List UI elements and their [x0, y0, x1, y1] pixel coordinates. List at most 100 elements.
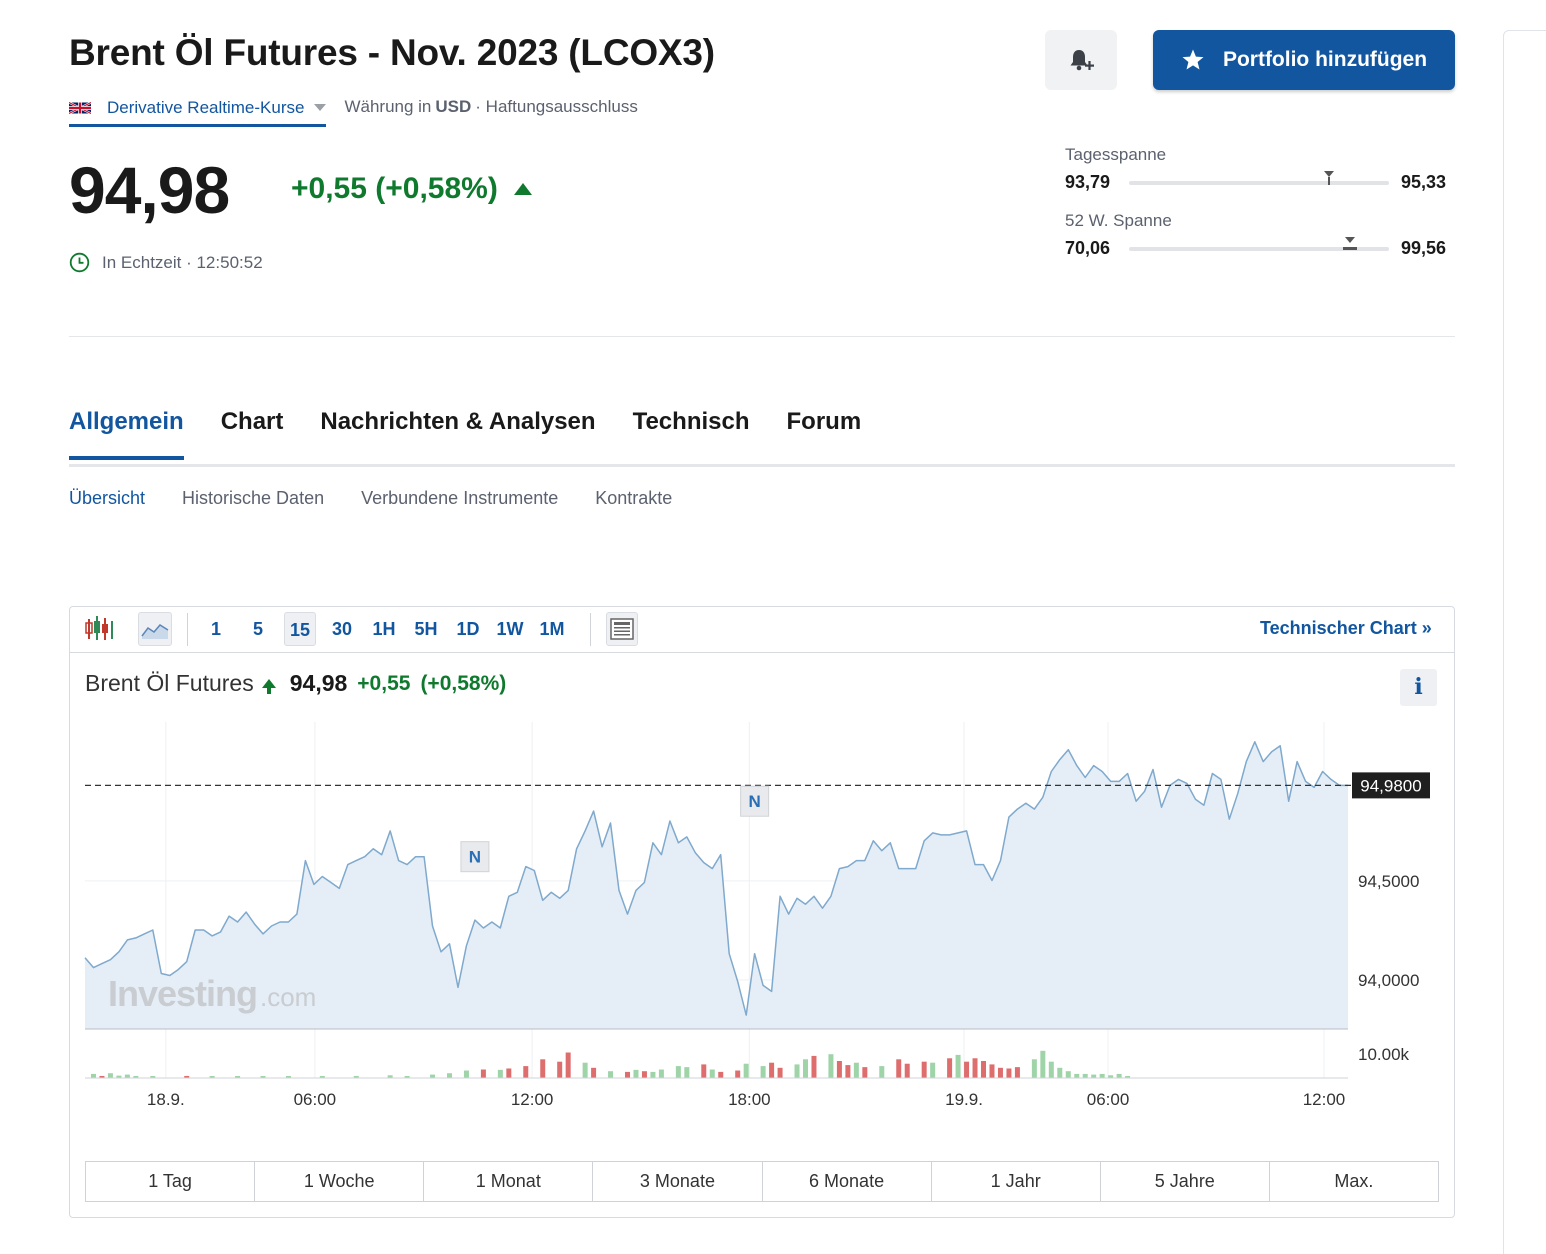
volume-bar	[565, 1052, 571, 1078]
volume-bar	[184, 1075, 190, 1078]
timeframe-5[interactable]: 5	[252, 619, 263, 639]
day-range-marker	[1323, 171, 1335, 190]
tab-chart[interactable]: Chart	[220, 408, 284, 435]
x-tick-label: 19.9.	[945, 1090, 983, 1109]
volume-bar	[921, 1061, 927, 1078]
timeframe-30[interactable]: 30	[331, 619, 353, 639]
volume-bar	[650, 1071, 656, 1078]
price-change: +0,55 (+0,58%)	[291, 172, 532, 206]
subtab-historische-daten[interactable]: Historische Daten	[182, 488, 325, 508]
week52-range-low: 70,06	[1065, 238, 1111, 258]
realtime-selector[interactable]: Derivative Realtime-Kurse	[69, 98, 327, 127]
toolbar-divider	[187, 613, 188, 646]
range-1-woche[interactable]: 1 Woche	[255, 1162, 425, 1201]
news-marker-label: N	[749, 792, 761, 811]
timeframe-15[interactable]: 15	[284, 612, 316, 646]
week52-range-label: 52 W. Spanne	[1065, 211, 1172, 230]
timeframe-1m[interactable]: 1M	[539, 619, 565, 639]
price-chart[interactable]: 94,9800 94,0000 94,5000 10.00k 18.9. 06:00 12:…	[70, 710, 1454, 1120]
volume-bar	[836, 1061, 842, 1078]
day-range-high: 95,33	[1401, 172, 1447, 192]
chevron-down-icon	[314, 104, 327, 111]
timeframe-1[interactable]: 1	[210, 619, 221, 639]
add-to-portfolio-button[interactable]: Portfolio hinzufügen	[1153, 30, 1455, 90]
add-alert-button[interactable]	[1045, 30, 1117, 90]
disclaimer-link[interactable]: · Haftungsausschluss	[475, 97, 638, 116]
tab-allgemein[interactable]: Allgemein	[69, 408, 184, 460]
timeframe-5h[interactable]: 5H	[414, 619, 438, 639]
day-range-bar	[1129, 181, 1389, 185]
range-5-jahre[interactable]: 5 Jahre	[1101, 1162, 1270, 1201]
realtime-status: In Echtzeit · 12:50:52	[69, 252, 263, 273]
timeframe-1d[interactable]: 1D	[456, 619, 480, 639]
range-6-monate[interactable]: 6 Monate	[763, 1162, 932, 1201]
timeframe-1w[interactable]: 1W	[496, 619, 524, 639]
currency-prefix: Währung in	[344, 97, 432, 116]
volume-bar	[811, 1055, 817, 1078]
table-view-icon[interactable]	[606, 612, 638, 646]
volume-bar	[150, 1076, 156, 1078]
volume-bar	[904, 1063, 910, 1078]
volume-bar	[90, 1073, 96, 1078]
week52-range-marker	[1342, 237, 1358, 256]
volume-bar	[497, 1069, 503, 1078]
volume-bar	[209, 1076, 215, 1078]
volume-bar	[718, 1071, 724, 1078]
volume-bar	[1074, 1073, 1080, 1078]
price-change-value: +0,55 (+0,58%)	[291, 172, 498, 205]
side-panel	[1503, 30, 1546, 1254]
subtab-uebersicht[interactable]: Übersicht	[69, 488, 146, 508]
chart-toolbar	[70, 607, 1454, 653]
realtime-text: In Echtzeit · 12:50:52	[102, 252, 263, 272]
technical-chart-link[interactable]: Technischer Chart »	[1260, 618, 1432, 638]
volume-bar	[1048, 1061, 1054, 1078]
volume-bar	[658, 1069, 664, 1078]
range-max[interactable]: Max.	[1334, 1171, 1374, 1191]
chart-change: +0,55	[357, 671, 411, 695]
volume-bar	[684, 1067, 690, 1078]
range-1-tag[interactable]: 1 Tag	[86, 1162, 256, 1201]
volume-bar	[709, 1069, 715, 1078]
volume-bar	[582, 1062, 588, 1078]
candlestick-icon[interactable]	[85, 613, 115, 645]
y-tick-label: 94,5000	[1358, 872, 1419, 891]
range-1-monat[interactable]: 1 Monat	[424, 1162, 594, 1201]
volume-axis-label: 10.00k	[1358, 1045, 1410, 1064]
volume-bar	[853, 1062, 859, 1078]
volume-bar	[1125, 1075, 1131, 1078]
price-area	[85, 741, 1348, 1029]
y-tick-label: 94,0000	[1358, 971, 1419, 990]
subtab-kontrakte[interactable]: Kontrakte	[595, 488, 673, 508]
subtab-verbundene-instrumente[interactable]: Verbundene Instrumente	[361, 488, 559, 508]
star-icon	[1182, 49, 1204, 70]
tab-nachrichten[interactable]: Nachrichten & Analysen	[320, 408, 596, 435]
range-1-jahr[interactable]: 1 Jahr	[932, 1162, 1101, 1201]
news-marker	[740, 785, 770, 817]
instrument-subrow: Derivative Realtime-Kurse Währung in USD…	[69, 94, 638, 127]
range-3-monate[interactable]: 3 Monate	[593, 1162, 763, 1201]
toolbar-divider	[590, 613, 591, 646]
volume-bar	[319, 1076, 325, 1078]
volume-bar	[845, 1065, 851, 1078]
info-icon[interactable]: i	[1400, 669, 1437, 706]
volume-bar	[124, 1074, 130, 1078]
tab-technisch[interactable]: Technisch	[632, 408, 750, 435]
timeframe-1h[interactable]: 1H	[372, 619, 396, 639]
divider	[69, 336, 1455, 337]
volume-bar	[1065, 1071, 1071, 1078]
last-price: 94,98	[69, 153, 230, 227]
x-tick-label: 18:00	[728, 1090, 771, 1109]
volume-bar	[540, 1059, 546, 1078]
volume-bar	[735, 1070, 741, 1078]
volume-bar	[701, 1064, 707, 1078]
volume-bar	[760, 1066, 766, 1078]
volume-bar	[862, 1067, 868, 1078]
x-tick-label: 12:00	[1303, 1090, 1346, 1109]
last-price-label: 94,9800	[1360, 776, 1421, 795]
tab-forum[interactable]: Forum	[786, 408, 862, 435]
volume-bar	[675, 1066, 681, 1078]
volume-bar	[353, 1075, 359, 1078]
area-chart-icon[interactable]	[138, 612, 172, 646]
x-tick-label: 06:00	[1087, 1090, 1130, 1109]
main-tabs: Allgemein Chart Nachrichten & Analysen T…	[69, 408, 898, 460]
